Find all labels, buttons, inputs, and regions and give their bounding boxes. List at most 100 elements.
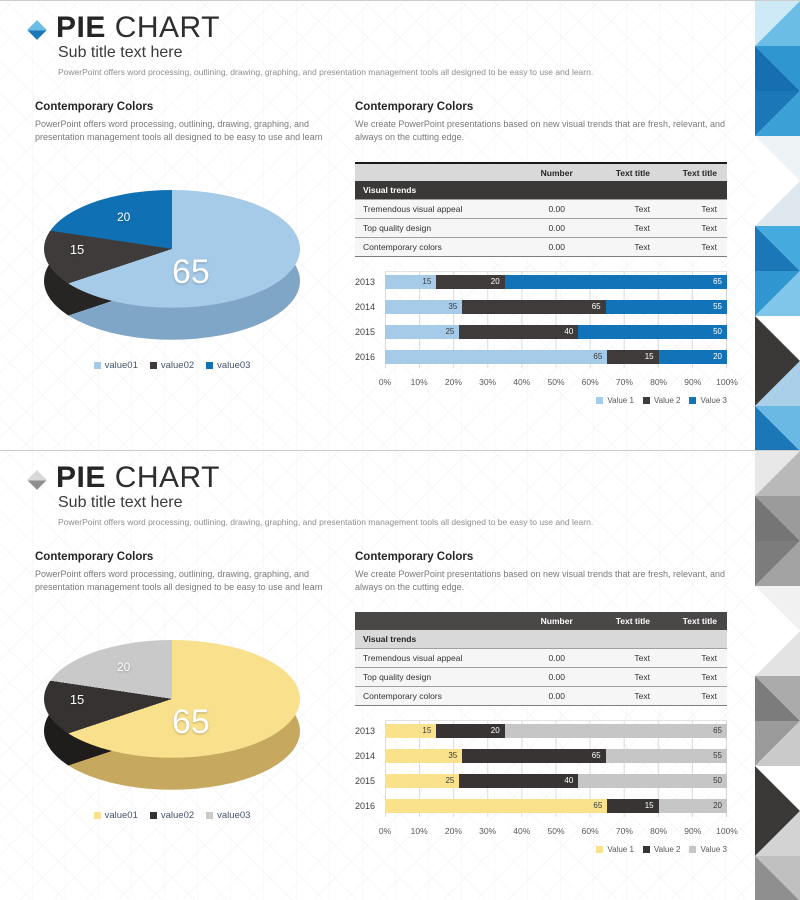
stacked-bar-chart: 2013 15 20 65 2014 35 65 55 2015 25 40 50 2016 65 15 20… (355, 270, 738, 388)
table-cell: Text (593, 237, 661, 257)
slide-pie-chart-blue: PIE CHART Sub title text here PowerPoint… (0, 0, 800, 450)
legend-item: value02 (149, 360, 194, 371)
legend-item: value01 (93, 810, 138, 822)
bar-category-label: 2013 (355, 276, 376, 287)
bar-row: 2014 35 65 55 (355, 299, 727, 314)
bar-row: 2016 65 15 20 (355, 798, 727, 813)
bar-segment: 55 (605, 299, 727, 314)
x-axis: 0% 10% 20% 30% 40% 50% 60% 70% 80% 90% 100% (379, 824, 738, 837)
bar-segment: 25 (385, 773, 460, 788)
title-bold: PIE (56, 461, 106, 494)
axis-tick-label: 30% (479, 825, 497, 836)
bar-track: 65 15 20 (385, 349, 727, 364)
bar-row: 2014 35 65 55 (355, 748, 727, 763)
bar-segment: 65 (385, 349, 608, 364)
table-cell: Tremendous visual appeal (355, 199, 523, 219)
mosaic-triangle (755, 181, 800, 226)
bar-segment: 50 (578, 324, 727, 339)
data-table: Number Text title Text title Visual trends T… (355, 162, 727, 257)
table-header-row: Number Text title Text title (355, 612, 727, 631)
section-heading: Contemporary Colors (355, 101, 474, 113)
pie-slice-label: 20 (116, 660, 131, 674)
page-title: PIE CHART (56, 461, 220, 495)
legend-item: value03 (206, 810, 250, 821)
mosaic-triangle (755, 856, 799, 900)
left-column: Contemporary Colors PowerPoint offers wo… (35, 551, 331, 821)
page-subtitle: Sub title text here (58, 44, 183, 61)
bar-row: 2013 15 20 65 (355, 274, 727, 289)
mosaic-triangle (755, 361, 800, 406)
axis-tick-label: 90% (684, 825, 702, 836)
axis-tick-label: 100% (716, 376, 738, 387)
pie-slice-label: 65 (172, 253, 210, 292)
mosaic-triangle (755, 271, 800, 316)
legend-swatch (206, 812, 214, 820)
table-section-row: Visual trends (355, 630, 727, 649)
pie-legend: value01 value02 value03 (41, 810, 303, 821)
mosaic-triangle (755, 91, 800, 136)
table-cell: Text (660, 667, 727, 687)
bar-track: 15 20 65 (385, 723, 727, 738)
axis-tick-label: 20% (444, 825, 462, 836)
legend-item: Value 2 (642, 844, 681, 854)
pie-slice-label: 15 (69, 691, 85, 707)
legend-item: Value 1 (596, 845, 634, 854)
legend-label: Value 2 (653, 844, 681, 854)
bar-category-label: 2013 (355, 725, 376, 736)
axis-tick-label: 0% (378, 825, 392, 836)
bar-category-label: 2015 (355, 775, 376, 786)
legend-item: value02 (149, 810, 194, 821)
bar-track: 65 15 20 (385, 798, 727, 813)
legend-label: value01 (104, 810, 138, 822)
bar-category-label: 2014 (355, 301, 376, 312)
bar-segment: 40 (459, 773, 579, 788)
legend-label: Value 2 (653, 395, 681, 405)
diamond-icon (27, 20, 47, 40)
legend-swatch (689, 396, 697, 404)
bar-category-label: 2016 (355, 800, 376, 811)
page-title: PIE CHART (56, 11, 220, 45)
legend-label: value03 (217, 360, 251, 372)
table-section-label: Visual trends (355, 181, 727, 200)
table-header-cell: Text title (593, 163, 661, 182)
diamond-icon (27, 470, 47, 490)
legend-swatch (596, 845, 604, 853)
axis-tick-label: 30% (479, 376, 497, 387)
legend-item: Value 3 (689, 845, 727, 854)
legend-swatch (93, 362, 101, 370)
bar-segment: 50 (578, 773, 727, 788)
bar-segment: 35 (385, 748, 463, 763)
section-heading: Contemporary Colors (35, 551, 154, 563)
bar-track: 35 65 55 (385, 748, 727, 763)
table-header-cell: Number (522, 612, 594, 631)
table-header-cell (355, 612, 523, 631)
table-header-cell: Text title (593, 612, 661, 631)
bar-row: 2015 25 40 50 (355, 324, 727, 339)
axis-tick-label: 60% (581, 825, 599, 836)
table-cell: Text (593, 686, 661, 706)
bar-segment: 55 (605, 748, 727, 763)
table-cell: Top quality design (355, 218, 523, 238)
axis-tick-label: 40% (513, 825, 531, 836)
section-heading: Contemporary Colors (355, 551, 474, 563)
bar-segment: 35 (385, 299, 463, 314)
mosaic-triangle (755, 631, 800, 676)
pie-chart: 65 15 20 (41, 190, 303, 356)
axis-tick-label: 50% (547, 825, 565, 836)
table-cell: Tremendous visual appeal (355, 648, 523, 668)
bar-segment: 25 (385, 324, 460, 339)
content-table: Number Text title Text title Visual trends T… (355, 162, 727, 257)
page-description: PowerPoint offers word processing, outli… (58, 67, 594, 77)
mosaic-triangle (755, 811, 800, 856)
data-table: Number Text title Text title Visual trends T… (355, 612, 727, 706)
axis-tick-label: 100% (716, 825, 738, 836)
bar-category-label: 2014 (355, 750, 376, 761)
table-cell: Text (660, 648, 727, 668)
mosaic-edge-decoration (755, 451, 800, 900)
bar-segment: 40 (459, 324, 579, 339)
pie-legend: value01 value02 value03 (41, 360, 303, 371)
legend-item: value03 (206, 360, 250, 371)
table-cell: 0.00 (522, 686, 594, 706)
table-cell: 0.00 (522, 199, 594, 219)
table-cell: Text (660, 199, 727, 219)
